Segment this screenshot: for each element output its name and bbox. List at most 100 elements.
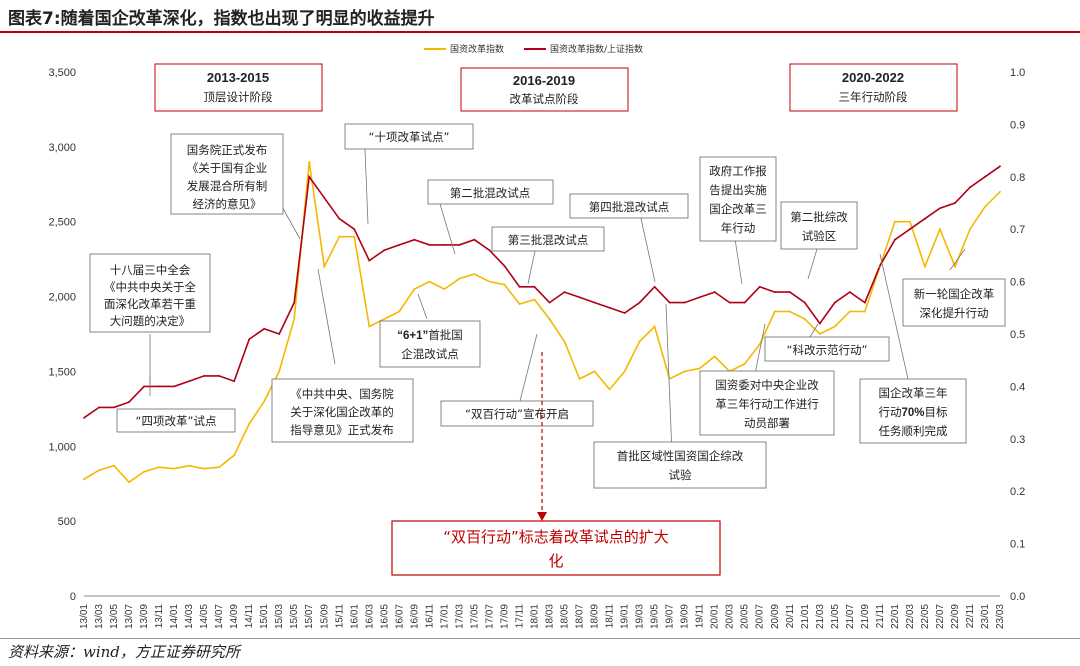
x-axis-tick-label: 13/01 bbox=[79, 604, 90, 629]
ratio-point bbox=[518, 285, 521, 288]
guoqi-point bbox=[443, 288, 446, 290]
x-axis-tick-label: 21/01 bbox=[800, 604, 811, 629]
x-axis-tick-label: 23/03 bbox=[995, 604, 1006, 629]
x-axis-tick-label: 14/01 bbox=[169, 604, 180, 629]
ratio-point bbox=[158, 385, 160, 388]
annotation-disanpi-hungai: 第三批混改试点 bbox=[491, 226, 605, 252]
x-axis-tick-label: 21/07 bbox=[845, 604, 856, 629]
guoqi-point bbox=[293, 318, 296, 320]
ratio-point bbox=[863, 301, 866, 304]
annotation-shixiang-shidian: “十项改革试点” bbox=[344, 123, 474, 150]
right-axis-ticks: 0.0 0.1 0.2 0.3 0.4 0.5 0.6 0.7 0.8 0.9 1.0 bbox=[1010, 67, 1025, 603]
guoqi-point bbox=[233, 454, 236, 457]
guoqi-point bbox=[593, 370, 596, 373]
right-axis-tick-label: 0.6 bbox=[1010, 277, 1025, 289]
ratio-point bbox=[909, 228, 911, 231]
phase-subtitle: 顶层设计阶段 bbox=[204, 90, 273, 104]
svg-text:第三批混改试点: 第三批混改试点 bbox=[508, 233, 589, 247]
annotation-zhengfu-baogao: 政府工作报 告提出实施 国企改革三 年行动 bbox=[699, 156, 777, 242]
svg-text:第二批综改: 第二批综改 bbox=[790, 210, 848, 224]
svg-text:“十项改革试点”: “十项改革试点” bbox=[369, 130, 450, 144]
ratio-point bbox=[458, 244, 461, 246]
figure-title: 图表7:随着国企改革深化，指数也出现了明显的收益提升 bbox=[8, 9, 435, 29]
annotation-guoziwei-bushu: 国资委对中央企业改 革三年行动工作进行 动员部署 bbox=[699, 370, 835, 436]
svg-text:试验区: 试验区 bbox=[802, 229, 837, 243]
svg-text:指导意见》正式发布: 指导意见》正式发布 bbox=[290, 423, 394, 437]
ratio-point bbox=[128, 401, 130, 404]
x-axis-tick-label: 14/07 bbox=[214, 604, 225, 629]
svg-text:国资委对中央企业改: 国资委对中央企业改 bbox=[715, 378, 819, 392]
svg-text:化: 化 bbox=[548, 552, 563, 570]
x-axis-tick-label: 18/05 bbox=[560, 604, 571, 629]
ratio-point bbox=[623, 312, 626, 314]
guoqi-point bbox=[308, 160, 311, 163]
annotation-hungai-yijian: 国务院正式发布 《关于国有企业 发展混合所有制 经济的意见》 bbox=[170, 133, 284, 215]
guoqi-point bbox=[368, 325, 371, 328]
ratio-point bbox=[939, 207, 941, 210]
guoqi-point bbox=[848, 310, 851, 313]
ratio-point bbox=[608, 306, 611, 309]
ratio-point bbox=[503, 264, 506, 267]
x-axis-tick-label: 19/07 bbox=[665, 604, 676, 629]
guoqi-point bbox=[353, 235, 356, 238]
guoqi-point bbox=[623, 370, 626, 373]
guoqi-point bbox=[113, 464, 115, 467]
guoqi-point bbox=[833, 325, 836, 328]
guoqi-point bbox=[458, 277, 461, 280]
right-axis-tick-label: 0.8 bbox=[1010, 172, 1025, 184]
svg-text:国企改革三年: 国企改革三年 bbox=[879, 386, 948, 400]
ratio-point bbox=[969, 186, 971, 189]
ratio-point bbox=[413, 238, 416, 241]
ratio-point bbox=[803, 301, 806, 304]
x-axis-tick-label: 20/11 bbox=[785, 604, 796, 629]
ratio-point bbox=[698, 296, 701, 299]
ratio-point bbox=[98, 406, 100, 409]
source-rule bbox=[0, 638, 1080, 639]
phase-title: 2016-2019 bbox=[513, 73, 575, 88]
ratio-point bbox=[293, 301, 296, 304]
annotation-xinyilun-gaige: 新一轮国企改革 深化提升行动 bbox=[902, 278, 1006, 327]
guoqi-point bbox=[743, 363, 746, 365]
x-axis-tick-label: 15/11 bbox=[334, 604, 345, 629]
guoqi-point bbox=[939, 228, 941, 231]
ratio-point bbox=[713, 291, 716, 293]
x-axis-tick-label: 18/09 bbox=[590, 604, 601, 629]
annotation-6plus1: “6+1”首批国 企混改试点 bbox=[379, 320, 481, 368]
x-axis-tick-label: 14/11 bbox=[244, 604, 255, 629]
phase-box-2013-2015: 2013-2015 顶层设计阶段 bbox=[154, 63, 323, 112]
ratio-point bbox=[383, 249, 386, 252]
right-axis-tick-label: 0.9 bbox=[1010, 119, 1025, 131]
x-axis-tick-label: 13/03 bbox=[94, 604, 105, 629]
x-axis-tick-label: 15/07 bbox=[304, 604, 315, 629]
guoqi-point bbox=[503, 283, 506, 286]
title-rule bbox=[0, 31, 1080, 33]
series-points-guoqi bbox=[83, 160, 1001, 484]
svg-text:“科改示范行动”: “科改示范行动” bbox=[787, 343, 868, 357]
legend-label-ratio: 国资改革指数/上证指数 bbox=[550, 43, 643, 55]
x-axis-tick-label: 22/05 bbox=[920, 604, 931, 629]
right-axis-tick-label: 0.0 bbox=[1010, 591, 1025, 603]
x-axis-tick-label: 19/03 bbox=[635, 604, 646, 629]
annotation-shuangbai-kuodahua: “双百行动”标志着改革试点的扩大 化 bbox=[391, 520, 721, 576]
phase-subtitle: 三年行动阶段 bbox=[839, 90, 908, 104]
legend-label-guoqi: 国资改革指数 bbox=[450, 43, 504, 55]
svg-text:《中共中央关于全: 《中共中央关于全 bbox=[104, 280, 196, 294]
guoqi-point bbox=[969, 228, 971, 231]
svg-text:第二批混改试点: 第二批混改试点 bbox=[450, 186, 531, 200]
ratio-point bbox=[113, 406, 115, 409]
x-axis-tick-label: 16/11 bbox=[424, 604, 435, 629]
guoqi-point bbox=[608, 388, 611, 391]
svg-text:十八届三中全会: 十八届三中全会 bbox=[110, 263, 191, 277]
ratio-point bbox=[473, 238, 476, 241]
svg-text:“6+1”首批国: “6+1”首批国 bbox=[397, 328, 463, 342]
ratio-point bbox=[368, 259, 371, 262]
left-axis-tick-label: 0 bbox=[70, 591, 76, 603]
svg-text:试验: 试验 bbox=[669, 468, 692, 482]
annotation-leaders bbox=[149, 148, 966, 455]
right-axis-tick-label: 1.0 bbox=[1010, 67, 1025, 79]
guoqi-point bbox=[909, 220, 911, 223]
left-axis-tick-label: 1,000 bbox=[48, 441, 76, 453]
right-axis-tick-label: 0.2 bbox=[1010, 486, 1025, 498]
left-axis-tick-label: 3,500 bbox=[48, 67, 76, 79]
